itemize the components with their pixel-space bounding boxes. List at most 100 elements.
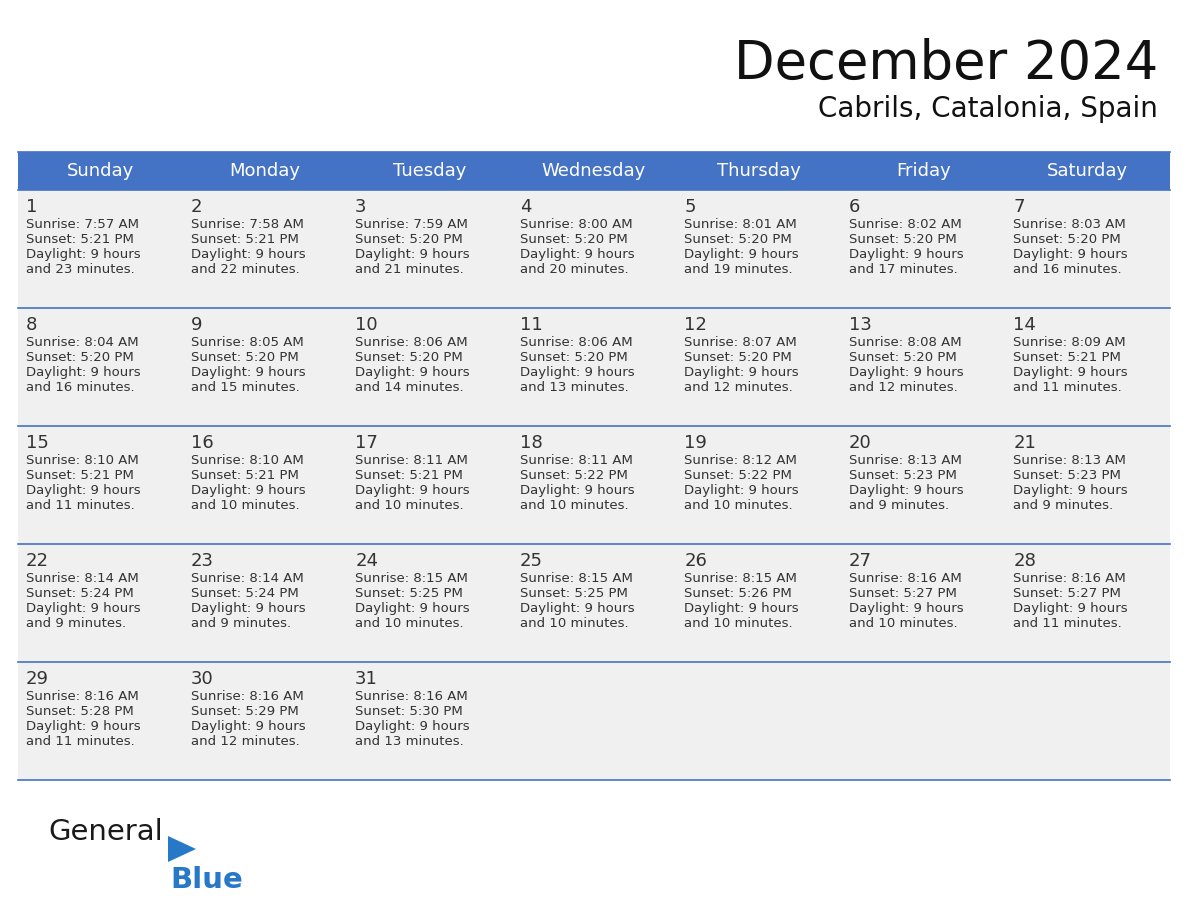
Text: 17: 17 (355, 434, 378, 452)
Text: Sunrise: 8:07 AM: Sunrise: 8:07 AM (684, 336, 797, 349)
Text: Sunset: 5:20 PM: Sunset: 5:20 PM (190, 351, 298, 364)
Text: Sunset: 5:22 PM: Sunset: 5:22 PM (684, 469, 792, 482)
Text: Daylight: 9 hours: Daylight: 9 hours (355, 366, 469, 379)
Text: Sunset: 5:21 PM: Sunset: 5:21 PM (26, 233, 134, 246)
Text: Thursday: Thursday (716, 162, 801, 180)
Bar (18, 662, 1170, 780)
Text: and 11 minutes.: and 11 minutes. (26, 735, 134, 748)
Text: Daylight: 9 hours: Daylight: 9 hours (26, 248, 140, 261)
Text: and 10 minutes.: and 10 minutes. (849, 617, 958, 630)
Text: 23: 23 (190, 552, 214, 570)
Text: Sunrise: 8:05 AM: Sunrise: 8:05 AM (190, 336, 303, 349)
Text: Sunrise: 8:12 AM: Sunrise: 8:12 AM (684, 454, 797, 467)
Text: and 13 minutes.: and 13 minutes. (519, 381, 628, 394)
Text: Daylight: 9 hours: Daylight: 9 hours (26, 720, 140, 733)
Text: Sunset: 5:21 PM: Sunset: 5:21 PM (355, 469, 463, 482)
Text: and 13 minutes.: and 13 minutes. (355, 735, 463, 748)
Text: Daylight: 9 hours: Daylight: 9 hours (26, 366, 140, 379)
Bar (18, 190, 1170, 308)
Text: and 9 minutes.: and 9 minutes. (26, 617, 126, 630)
Text: Daylight: 9 hours: Daylight: 9 hours (1013, 366, 1129, 379)
Text: Daylight: 9 hours: Daylight: 9 hours (519, 366, 634, 379)
Text: Sunrise: 8:11 AM: Sunrise: 8:11 AM (519, 454, 632, 467)
Text: Cabrils, Catalonia, Spain: Cabrils, Catalonia, Spain (819, 95, 1158, 123)
Text: Daylight: 9 hours: Daylight: 9 hours (355, 248, 469, 261)
Text: Sunrise: 8:16 AM: Sunrise: 8:16 AM (355, 690, 468, 703)
Text: Sunset: 5:20 PM: Sunset: 5:20 PM (355, 233, 463, 246)
Text: Sunset: 5:24 PM: Sunset: 5:24 PM (190, 587, 298, 600)
Text: Daylight: 9 hours: Daylight: 9 hours (684, 602, 798, 615)
Text: 4: 4 (519, 198, 531, 216)
Text: and 9 minutes.: and 9 minutes. (190, 617, 291, 630)
Text: Sunrise: 8:16 AM: Sunrise: 8:16 AM (1013, 572, 1126, 585)
Text: and 12 minutes.: and 12 minutes. (849, 381, 958, 394)
Text: and 12 minutes.: and 12 minutes. (684, 381, 794, 394)
Text: and 9 minutes.: and 9 minutes. (849, 499, 949, 512)
Text: and 11 minutes.: and 11 minutes. (1013, 617, 1123, 630)
Text: Sunrise: 8:15 AM: Sunrise: 8:15 AM (684, 572, 797, 585)
Bar (18, 308, 1170, 426)
Text: 26: 26 (684, 552, 707, 570)
Text: Sunday: Sunday (67, 162, 134, 180)
Text: Sunrise: 8:15 AM: Sunrise: 8:15 AM (519, 572, 632, 585)
Text: 5: 5 (684, 198, 696, 216)
Text: 31: 31 (355, 670, 378, 688)
Text: Sunset: 5:20 PM: Sunset: 5:20 PM (519, 233, 627, 246)
Text: 7: 7 (1013, 198, 1025, 216)
Text: 3: 3 (355, 198, 367, 216)
Text: Sunrise: 8:13 AM: Sunrise: 8:13 AM (1013, 454, 1126, 467)
Text: Sunset: 5:26 PM: Sunset: 5:26 PM (684, 587, 792, 600)
Text: Sunrise: 8:09 AM: Sunrise: 8:09 AM (1013, 336, 1126, 349)
Text: and 16 minutes.: and 16 minutes. (1013, 263, 1121, 276)
Text: 21: 21 (1013, 434, 1036, 452)
Text: and 12 minutes.: and 12 minutes. (190, 735, 299, 748)
Text: 29: 29 (26, 670, 49, 688)
Text: Sunrise: 8:16 AM: Sunrise: 8:16 AM (849, 572, 961, 585)
Text: Sunrise: 7:59 AM: Sunrise: 7:59 AM (355, 218, 468, 231)
Text: 15: 15 (26, 434, 49, 452)
Text: and 19 minutes.: and 19 minutes. (684, 263, 792, 276)
Text: Sunrise: 8:15 AM: Sunrise: 8:15 AM (355, 572, 468, 585)
Text: Sunset: 5:23 PM: Sunset: 5:23 PM (1013, 469, 1121, 482)
Text: and 10 minutes.: and 10 minutes. (519, 617, 628, 630)
Text: Sunset: 5:23 PM: Sunset: 5:23 PM (849, 469, 956, 482)
Text: General: General (48, 818, 163, 846)
Text: Sunset: 5:27 PM: Sunset: 5:27 PM (849, 587, 956, 600)
Text: and 10 minutes.: and 10 minutes. (519, 499, 628, 512)
Text: 27: 27 (849, 552, 872, 570)
Text: Daylight: 9 hours: Daylight: 9 hours (190, 248, 305, 261)
Text: Sunrise: 8:16 AM: Sunrise: 8:16 AM (26, 690, 139, 703)
Text: Sunrise: 8:08 AM: Sunrise: 8:08 AM (849, 336, 961, 349)
Text: Sunset: 5:29 PM: Sunset: 5:29 PM (190, 705, 298, 718)
Text: Sunset: 5:25 PM: Sunset: 5:25 PM (355, 587, 463, 600)
Text: and 10 minutes.: and 10 minutes. (684, 499, 792, 512)
Text: Sunrise: 8:10 AM: Sunrise: 8:10 AM (190, 454, 303, 467)
Text: Sunset: 5:20 PM: Sunset: 5:20 PM (519, 351, 627, 364)
Text: Daylight: 9 hours: Daylight: 9 hours (190, 366, 305, 379)
Text: and 16 minutes.: and 16 minutes. (26, 381, 134, 394)
Text: and 9 minutes.: and 9 minutes. (1013, 499, 1113, 512)
Text: Sunrise: 8:00 AM: Sunrise: 8:00 AM (519, 218, 632, 231)
Text: 8: 8 (26, 316, 37, 334)
Text: Daylight: 9 hours: Daylight: 9 hours (684, 366, 798, 379)
Text: Daylight: 9 hours: Daylight: 9 hours (849, 484, 963, 497)
Text: and 20 minutes.: and 20 minutes. (519, 263, 628, 276)
Text: Daylight: 9 hours: Daylight: 9 hours (849, 366, 963, 379)
Text: 28: 28 (1013, 552, 1036, 570)
Text: 19: 19 (684, 434, 707, 452)
Text: Sunrise: 8:11 AM: Sunrise: 8:11 AM (355, 454, 468, 467)
Text: Sunset: 5:27 PM: Sunset: 5:27 PM (1013, 587, 1121, 600)
Text: and 22 minutes.: and 22 minutes. (190, 263, 299, 276)
Text: Daylight: 9 hours: Daylight: 9 hours (26, 484, 140, 497)
Text: Sunset: 5:24 PM: Sunset: 5:24 PM (26, 587, 134, 600)
Text: Wednesday: Wednesday (542, 162, 646, 180)
Text: 22: 22 (26, 552, 49, 570)
Text: and 10 minutes.: and 10 minutes. (684, 617, 792, 630)
Text: 12: 12 (684, 316, 707, 334)
Text: Sunset: 5:20 PM: Sunset: 5:20 PM (26, 351, 134, 364)
Text: 13: 13 (849, 316, 872, 334)
Text: Sunset: 5:21 PM: Sunset: 5:21 PM (190, 469, 298, 482)
Text: Sunset: 5:22 PM: Sunset: 5:22 PM (519, 469, 627, 482)
Text: Daylight: 9 hours: Daylight: 9 hours (26, 602, 140, 615)
Text: Daylight: 9 hours: Daylight: 9 hours (1013, 484, 1129, 497)
